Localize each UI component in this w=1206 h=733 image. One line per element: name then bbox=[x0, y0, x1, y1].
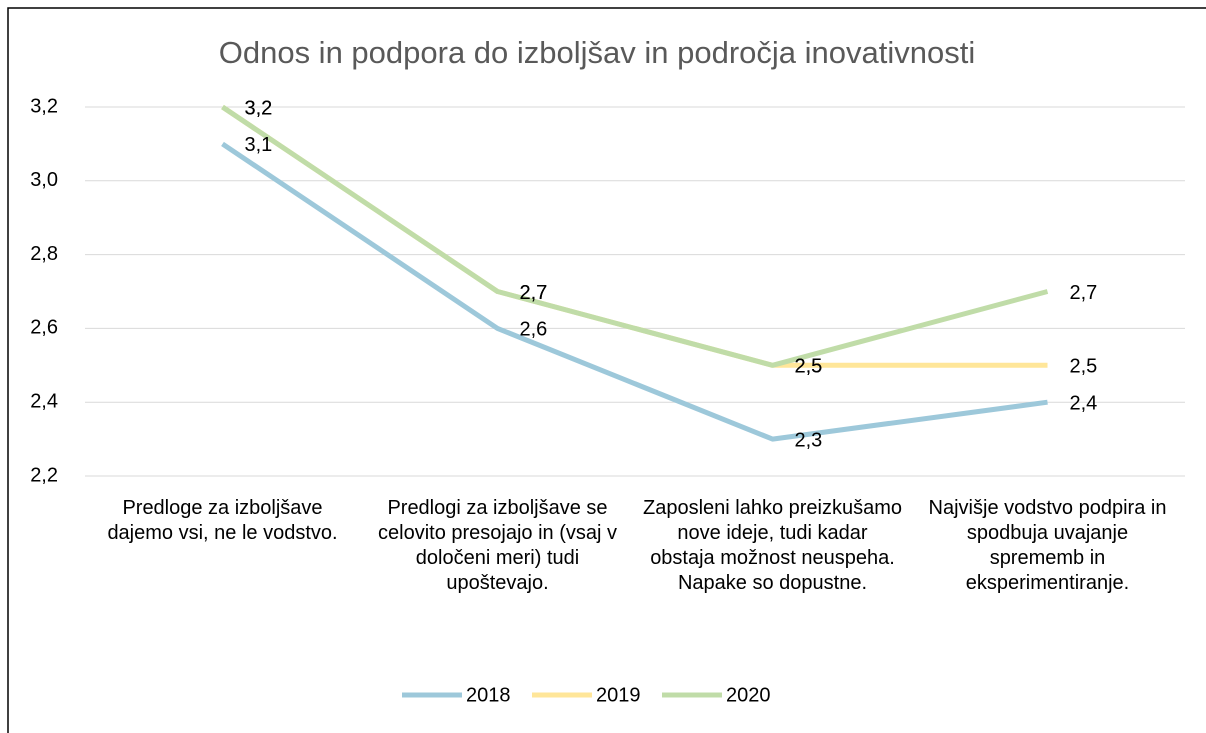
data-label: 3,1 bbox=[245, 134, 273, 156]
y-tick-label: 2,6 bbox=[30, 317, 58, 339]
legend-label: 2019 bbox=[596, 684, 641, 706]
data-label: 2,3 bbox=[795, 429, 823, 451]
data-label: 3,2 bbox=[245, 97, 273, 119]
y-tick-label: 3,2 bbox=[30, 95, 58, 117]
data-label: 2,7 bbox=[520, 282, 548, 304]
data-label: 2,7 bbox=[520, 282, 548, 304]
series-line bbox=[221, 104, 1049, 368]
chart-border bbox=[7, 7, 1206, 733]
data-label: 2,7 bbox=[1070, 282, 1098, 304]
legend-label: 2018 bbox=[466, 684, 511, 706]
y-tick-label: 2,2 bbox=[30, 464, 58, 486]
legend-label: 2020 bbox=[726, 684, 771, 706]
data-label: 2,4 bbox=[1070, 392, 1098, 414]
data-label: 2,5 bbox=[795, 356, 823, 378]
data-label: 2,6 bbox=[520, 319, 548, 341]
data-label: 2,5 bbox=[1070, 356, 1098, 378]
x-tick-label: Predlogi za izboljšave se celovito preso… bbox=[378, 497, 617, 594]
x-tick-label: Predloge za izboljšave dajemo vsi, ne le… bbox=[107, 497, 338, 544]
data-label: 2,5 bbox=[795, 356, 823, 378]
chart-title: Odnos in podpora do izboljšav in področj… bbox=[219, 35, 976, 70]
y-tick-label: 2,4 bbox=[30, 390, 58, 412]
y-tick-label: 2,8 bbox=[30, 243, 58, 265]
data-label: 3,2 bbox=[245, 97, 273, 119]
series-line bbox=[221, 141, 1048, 442]
x-tick-label: Najvišje vodstvo podpira in spodbuja uva… bbox=[928, 497, 1167, 594]
x-tick-label: Zaposleni lahko preizkušamo nove ideje, … bbox=[642, 497, 903, 594]
y-tick-label: 3,0 bbox=[30, 169, 58, 191]
